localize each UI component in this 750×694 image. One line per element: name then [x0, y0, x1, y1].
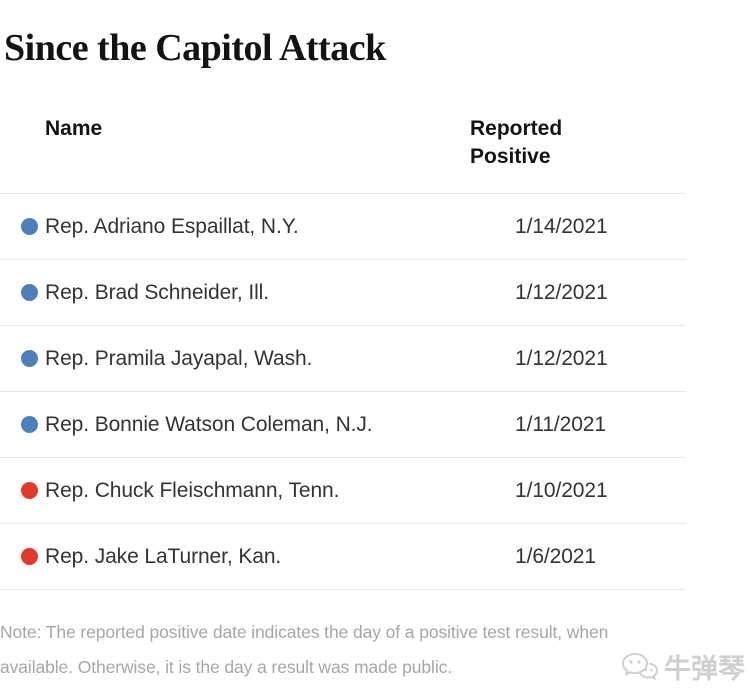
member-name: Rep. Jake LaTurner, Kan. [45, 544, 282, 568]
watermark: 牛弹琴 [621, 647, 745, 686]
table-row: Rep. Brad Schneider, Ill. 1/12/2021 [0, 260, 686, 326]
table-row: Rep. Pramila Jayapal, Wash. 1/12/2021 [0, 326, 686, 392]
reported-positive-date: 1/12/2021 [515, 280, 608, 304]
democrat-party-dot [21, 218, 38, 235]
name-cell: Rep. Bonnie Watson Coleman, N.J. [0, 413, 515, 437]
member-name: Rep. Brad Schneider, Ill. [45, 280, 269, 304]
column-header-reported-positive: Reported Positive [470, 117, 563, 168]
positives-table: Name Reported Positive Rep. Adriano Espa… [0, 70, 686, 590]
reported-positive-date: 1/10/2021 [515, 478, 608, 502]
table-header-row: Name Reported Positive [0, 70, 686, 194]
table-row: Rep. Jake LaTurner, Kan. 1/6/2021 [0, 524, 686, 590]
name-cell: Rep. Jake LaTurner, Kan. [0, 545, 515, 569]
republican-party-dot [21, 482, 38, 499]
name-cell: Rep. Adriano Espaillat, N.Y. [0, 215, 515, 239]
table-body: Rep. Adriano Espaillat, N.Y. 1/14/2021 R… [0, 194, 686, 590]
name-cell: Rep. Pramila Jayapal, Wash. [0, 347, 515, 371]
name-cell: Rep. Chuck Fleischmann, Tenn. [0, 479, 515, 503]
page-title: Since the Capitol Attack [4, 27, 386, 69]
table-row: Rep. Chuck Fleischmann, Tenn. 1/10/2021 [0, 458, 686, 524]
member-name: Rep. Pramila Jayapal, Wash. [45, 346, 313, 370]
reported-positive-date: 1/14/2021 [515, 214, 608, 238]
table-row: Rep. Bonnie Watson Coleman, N.J. 1/11/20… [0, 392, 686, 458]
wechat-chat-bubbles-icon [621, 651, 659, 683]
table-row: Rep. Adriano Espaillat, N.Y. 1/14/2021 [0, 194, 686, 260]
reported-positive-date: 1/11/2021 [515, 412, 606, 436]
reported-positive-date: 1/6/2021 [515, 544, 596, 568]
member-name: Rep. Adriano Espaillat, N.Y. [45, 214, 299, 238]
democrat-party-dot [21, 284, 38, 301]
democrat-party-dot [21, 350, 38, 367]
member-name: Rep. Chuck Fleischmann, Tenn. [45, 478, 340, 502]
republican-party-dot [21, 548, 38, 565]
democrat-party-dot [21, 416, 38, 433]
member-name: Rep. Bonnie Watson Coleman, N.J. [45, 412, 373, 436]
name-cell: Rep. Brad Schneider, Ill. [0, 281, 515, 305]
watermark-text: 牛弹琴 [664, 654, 745, 684]
reported-positive-date: 1/12/2021 [515, 346, 608, 370]
footnote: Note: The reported positive date indicat… [0, 622, 609, 677]
column-header-name: Name [45, 117, 103, 140]
